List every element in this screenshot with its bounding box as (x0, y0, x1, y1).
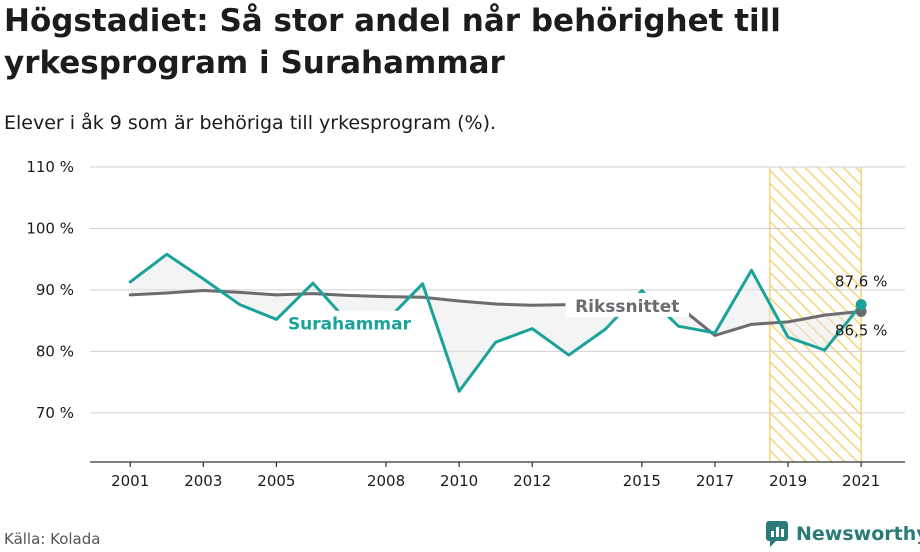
series-line-surahammar (128, 252, 863, 393)
end-label-rikssnittet: 86,5 % (835, 321, 887, 339)
brand-name: Newsworthy (796, 523, 920, 545)
series-label: Surahammar (288, 315, 412, 335)
x-tick-label: 2001 (111, 472, 149, 490)
y-axis-ticks: 70 % 80 % 90 % 100 % 110 % (26, 158, 74, 422)
series-label: Rikssnittet (575, 297, 679, 317)
x-tick-label: 2021 (842, 472, 880, 490)
end-markers: 87,6 % 86,5 % (835, 273, 887, 340)
series-label-bg (292, 310, 406, 335)
x-tick-label: 2003 (184, 472, 222, 490)
chart-subtitle: Elever i åk 9 som är behöriga till yrkes… (4, 112, 497, 134)
x-tick-label: 2019 (769, 472, 807, 490)
x-tick-label: 2012 (513, 472, 551, 490)
series-labels: Surahammar Rikssnittet (288, 292, 689, 335)
source-note: Källa: Kolada (4, 530, 101, 548)
series-label-bg (565, 292, 689, 317)
difference-area (130, 254, 862, 392)
x-axis: 2001 2003 2005 2008 2010 2012 2015 2017 2019 2021 (90, 461, 905, 490)
end-point-surahammar (855, 299, 867, 311)
y-tick-label: 110 % (26, 158, 74, 176)
y-tick-label: 100 % (26, 219, 74, 237)
difference-fill (130, 254, 862, 392)
x-tick-label: 2015 (623, 472, 661, 490)
gridlines (90, 166, 905, 414)
brand-logo: Newsworthy (766, 520, 920, 548)
x-tick-label: 2005 (257, 472, 295, 490)
series-line-rikssnittet (128, 289, 863, 337)
x-tick-label: 2010 (440, 472, 478, 490)
y-tick-label: 90 % (36, 281, 74, 299)
newsworthy-logo-icon (766, 521, 788, 547)
y-tick-label: 70 % (36, 404, 74, 422)
end-label-surahammar: 87,6 % (835, 273, 887, 291)
y-tick-label: 80 % (36, 342, 74, 360)
chart-title: Högstadiet: Så stor andel når behörighet… (4, 3, 781, 81)
x-tick-label: 2017 (696, 472, 734, 490)
x-tick-label: 2008 (367, 472, 405, 490)
series-lines (128, 252, 863, 393)
